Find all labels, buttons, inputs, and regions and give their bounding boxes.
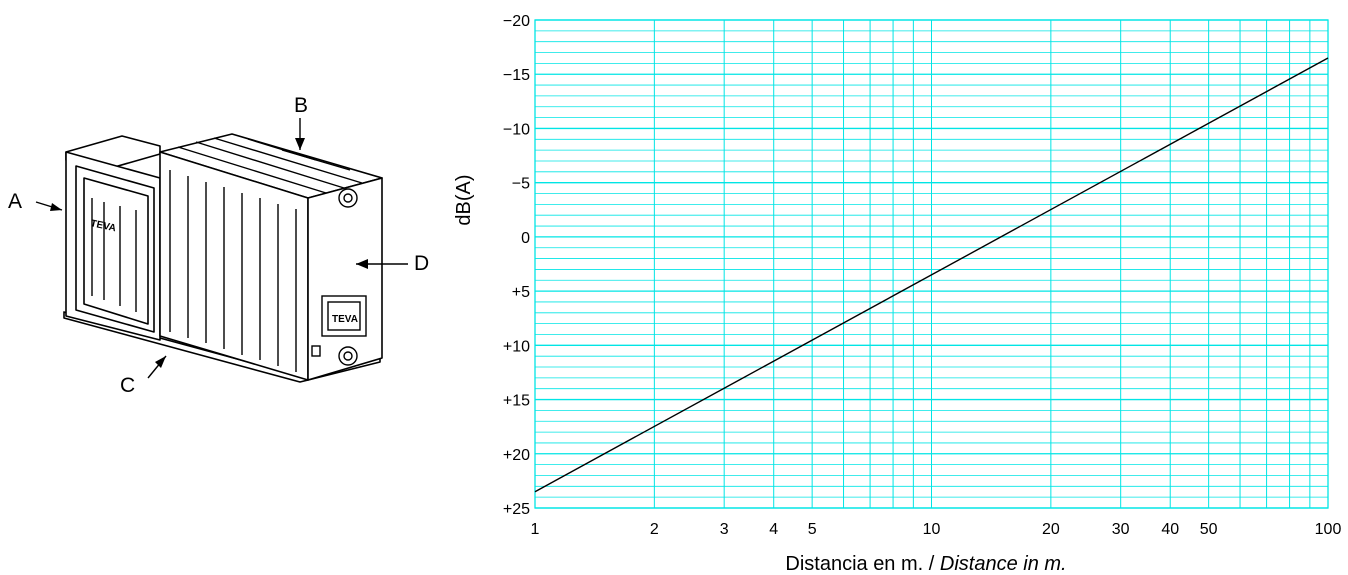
y-tick-label: +20 [503, 447, 530, 464]
callout-a: A [8, 190, 22, 213]
x-tick-label: 30 [1112, 521, 1130, 538]
x-tick-label: 10 [923, 521, 941, 538]
section-d-side [307, 177, 383, 381]
y-axis-label: dB(A) [453, 174, 475, 225]
x-tick-label: 4 [769, 521, 778, 538]
y-tick-labels: −20 −15 −10 −5 0 +5 +10 +15 +20 +25 [503, 13, 530, 518]
y-tick-label: +10 [503, 338, 530, 355]
y-tick-label: −10 [503, 121, 530, 138]
y-tick-label: −5 [512, 176, 530, 193]
x-axis-label-italic: Distance in m. [940, 553, 1067, 575]
x-axis-label-main: Distancia en m. / [785, 553, 940, 575]
y-tick-label: 0 [521, 230, 530, 247]
x-tick-label: 5 [808, 521, 817, 538]
chart-grid-major [534, 19, 1329, 509]
unit-drawing: TEVA TEVA A B C D [8, 94, 429, 397]
callout-c: C [120, 374, 135, 397]
x-tick-label: 2 [650, 521, 659, 538]
y-tick-label: −20 [503, 13, 530, 30]
brand-logo-front: TEVA [89, 218, 117, 234]
callout-b: B [294, 94, 308, 117]
chart-grid-minor [534, 20, 1329, 508]
y-tick-label: +5 [512, 284, 530, 301]
x-tick-label: 20 [1042, 521, 1060, 538]
plot-frame [534, 19, 1329, 509]
brand-logo-side: TEVA [332, 314, 358, 325]
series-line [534, 57, 1329, 493]
x-tick-label: 100 [1315, 521, 1342, 538]
x-axis-label: Distancia en m. / Distance in m. [785, 553, 1066, 575]
x-tick-label: 3 [720, 521, 729, 538]
x-tick-label: 50 [1200, 521, 1218, 538]
callout-d: D [414, 252, 429, 275]
x-tick-label: 40 [1161, 521, 1179, 538]
y-tick-label: +15 [503, 393, 530, 410]
x-tick-labels: 1 2 3 4 5 10 20 30 40 50 100 [531, 521, 1342, 538]
y-tick-label: −15 [503, 67, 530, 84]
y-tick-label: +25 [503, 501, 530, 518]
section-a-grille [75, 165, 155, 333]
x-tick-label: 1 [531, 521, 540, 538]
